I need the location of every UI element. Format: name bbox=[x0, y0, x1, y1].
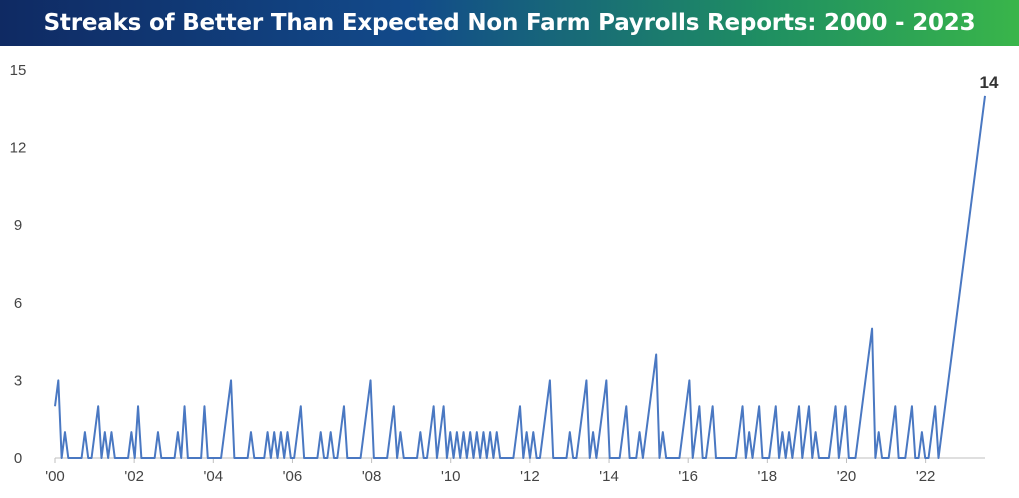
series-line bbox=[54, 95, 986, 459]
y-tick-label: 6 bbox=[14, 295, 22, 312]
x-tick-label: '02 bbox=[124, 468, 144, 485]
x-tick-label: '14 bbox=[599, 468, 619, 485]
y-tick-label: 12 bbox=[10, 140, 27, 157]
x-tick-label: '20 bbox=[837, 468, 857, 485]
y-tick-label: 3 bbox=[14, 372, 22, 389]
x-tick-label: '10 bbox=[441, 468, 461, 485]
data-label: 14 bbox=[980, 73, 999, 92]
x-tick-label: '08 bbox=[362, 468, 382, 485]
x-tick-label: '16 bbox=[678, 468, 698, 485]
series-group bbox=[54, 95, 986, 459]
title-banner: Streaks of Better Than Expected Non Farm… bbox=[0, 0, 1019, 46]
x-tick-label: '22 bbox=[916, 468, 936, 485]
x-axis-ticks: '00 '02 '04 '06 '08 '10 '12 '14 '16 '18 '20 '22 bbox=[45, 458, 935, 485]
x-tick-label: '06 bbox=[283, 468, 303, 485]
y-tick-label: 0 bbox=[14, 450, 22, 467]
y-axis-ticks: 0 3 6 9 12 15 bbox=[10, 62, 27, 467]
y-tick-label: 9 bbox=[14, 217, 22, 234]
x-tick-label: '04 bbox=[204, 468, 224, 485]
x-tick-label: '12 bbox=[520, 468, 540, 485]
x-tick-label: '00 bbox=[45, 468, 65, 485]
annotations: 14 bbox=[980, 73, 999, 92]
x-tick-label: '18 bbox=[758, 468, 778, 485]
y-tick-label: 15 bbox=[10, 62, 27, 79]
chart-title: Streaks of Better Than Expected Non Farm… bbox=[43, 10, 976, 36]
